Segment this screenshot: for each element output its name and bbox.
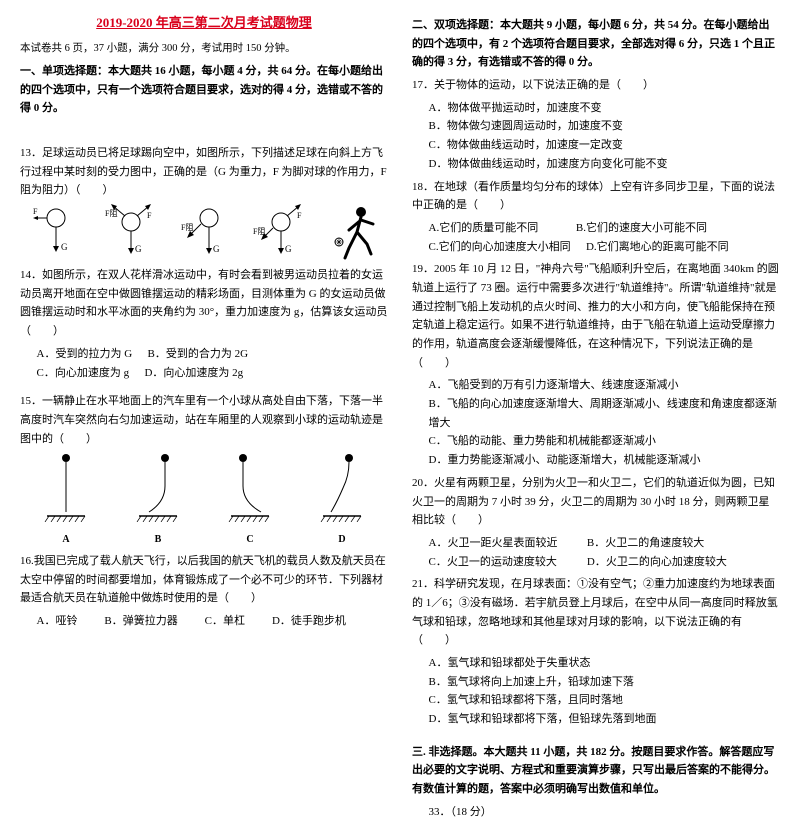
q15-fig-a: A: [43, 452, 89, 548]
q16-options: A．哑铃 B．弹簧拉力器 C．单杠 D．徒手跑步机: [37, 612, 389, 631]
question-13: 13．足球运动员已将足球踢向空中，如图所示，下列描述足球在向斜上方飞行过程中某时…: [20, 144, 388, 200]
q19-opt-b: B．飞船的向心加速度逐渐增大、周期逐渐减小、线速度和角速度都逐渐增大: [429, 395, 781, 432]
question-15: 15．一辆静止在水平地面上的汽车里有一个小球从高处自由下落，下落一半高度时汽车突…: [20, 392, 388, 448]
q15-fig-b: B: [135, 452, 181, 548]
question-21: 21．科学研究发现，在月球表面：①没有空气；②重力加速度约为地球表面的 1／6；…: [412, 575, 780, 650]
section-2-heading: 二、双项选择题：本大题共 9 小题，每小题 6 分，共 54 分。在每小题给出的…: [412, 16, 780, 72]
question-17: 17．关于物体的运动，以下说法正确的是（ ）: [412, 76, 780, 95]
q14-opt-c: C．向心加速度为 g: [37, 367, 130, 379]
q13-fig-d: G F F阻: [253, 204, 309, 260]
q13-fig-c: G F阻: [181, 204, 231, 260]
q16-opt-c: C．单杠: [205, 615, 245, 627]
q21-opt-b: B．氢气球将向上加速上升，铅球加速下落: [429, 673, 781, 692]
svg-text:F阻: F阻: [105, 209, 117, 218]
q20-opt-d: D．火卫二的向心加速度较大: [587, 556, 727, 568]
svg-text:G: G: [285, 244, 292, 254]
q15-figures: A B C: [20, 452, 388, 548]
exam-title: 2019-2020 年高三第二次月考试题物理: [20, 12, 388, 34]
svg-text:G: G: [213, 244, 220, 254]
exam-meta: 本试卷共 6 页，37 小题，满分 300 分，考试用时 150 分钟。: [20, 40, 388, 58]
q19-options: A．飞船受到的万有引力逐渐增大、线速度逐渐减小 B．飞船的向心加速度逐渐增大、周…: [429, 376, 781, 469]
svg-text:F阻: F阻: [181, 223, 193, 232]
q18-opt-a: A.它们的质量可能不同: [429, 219, 561, 238]
q20-opt-c: C．火卫一的运动速度较大: [429, 553, 572, 572]
svg-text:F阻: F阻: [253, 227, 265, 236]
q14-options: A．受到的拉力为 G B．受到的合力为 2G C．向心加速度为 g D．向心加速度为…: [37, 345, 389, 382]
question-33: 33．（18 分）: [429, 803, 781, 822]
q18-options: A.它们的质量可能不同 B.它们的速度大小可能不同 C.它们的向心加速度大小相同 D…: [429, 219, 781, 256]
soccer-player-icon: [331, 204, 377, 260]
q15-fig-d: D: [319, 452, 365, 548]
q14-opt-b: B．受到的合力为 2G: [148, 348, 249, 360]
q21-options: A．氢气球和铅球都处于失重状态 B．氢气球将向上加速上升，铅球加速下落 C．氢气…: [429, 654, 781, 729]
question-18: 18．在地球（看作质量均匀分布的球体）上空有许多同步卫星，下面的说法中正确的是（…: [412, 178, 780, 215]
svg-text:F: F: [33, 207, 38, 216]
question-20: 20．火星有两颗卫星，分别为火卫一和火卫二，它们的轨道近似为圆，已知火卫一的周期…: [412, 474, 780, 530]
q20-opt-b: B．火卫二的角速度较大: [587, 537, 704, 549]
q13-fig-b: G F阻 F: [103, 204, 159, 260]
q13-figures: G F G F阻 F G F阻 G F: [20, 204, 388, 260]
q14-opt-a: A．受到的拉力为 G: [37, 348, 133, 360]
question-19: 19．2005 年 10 月 12 日，"神舟六号"飞船顺利升空后，在离地面 3…: [412, 260, 780, 372]
svg-text:G: G: [61, 242, 68, 252]
svg-text:F: F: [297, 211, 302, 220]
q17-opt-b: B．物体做匀速圆周运动时，加速度不变: [429, 117, 781, 136]
q19-opt-a: A．飞船受到的万有引力逐渐增大、线速度逐渐减小: [429, 376, 781, 395]
q13-fig-a: G F: [31, 204, 81, 260]
question-16: 16.我国已完成了载人航天飞行，以后我国的航天飞机的载员人数及航天员在太空中停留…: [20, 552, 388, 608]
q16-opt-d: D．徒手跑步机: [272, 615, 346, 627]
q14-opt-d: D．向心加速度为 2g: [144, 367, 243, 379]
q18-opt-d: D.它们离地心的距离可能不同: [586, 241, 729, 253]
q21-opt-a: A．氢气球和铅球都处于失重状态: [429, 654, 781, 673]
q16-opt-a: A．哑铃: [37, 615, 78, 627]
left-column: 2019-2020 年高三第二次月考试题物理 本试卷共 6 页，37 小题，满分…: [20, 12, 388, 822]
q19-opt-c: C．飞船的动能、重力势能和机械能都逐渐减小: [429, 432, 781, 451]
svg-text:F: F: [147, 211, 152, 220]
q20-options: A．火卫一距火星表面较近 B．火卫二的角速度较大 C．火卫一的运动速度较大 D．火卫…: [429, 534, 781, 571]
right-column: 二、双项选择题：本大题共 9 小题，每小题 6 分，共 54 分。在每小题给出的…: [412, 12, 780, 822]
question-14: 14．如图所示，在双人花样滑冰运动中，有时会看到被男运动员拉着的女运动员离开地面…: [20, 266, 388, 341]
q17-opt-a: A．物体做平抛运动时，加速度不变: [429, 99, 781, 118]
q17-opt-d: D．物体做曲线运动时，加速度方向变化可能不变: [429, 155, 781, 174]
q20-opt-a: A．火卫一距火星表面较近: [429, 534, 572, 553]
q19-opt-d: D．重力势能逐渐减小、动能逐渐增大，机械能逐渐减小: [429, 451, 781, 470]
q18-opt-c: C.它们的向心加速度大小相同: [429, 238, 571, 257]
q17-opt-c: C．物体做曲线运动时，加速度一定改变: [429, 136, 781, 155]
q16-opt-b: B．弹簧拉力器: [104, 615, 177, 627]
svg-text:G: G: [135, 244, 142, 254]
section-1-heading: 一、单项选择题：本大题共 16 小题，每小题 4 分，共 64 分。在每小题给出…: [20, 62, 388, 118]
q15-fig-c: C: [227, 452, 273, 548]
q21-opt-c: C．氢气球和铅球都将下落，且同时落地: [429, 691, 781, 710]
q18-opt-b: B.它们的速度大小可能不同: [576, 222, 707, 234]
q21-opt-d: D．氢气球和铅球都将下落，但铅球先落到地面: [429, 710, 781, 729]
section-3-heading: 三. 非选择题。本大题共 11 小题，共 182 分。按题目要求作答。解答题应写…: [412, 743, 780, 799]
q17-options: A．物体做平抛运动时，加速度不变 B．物体做匀速圆周运动时，加速度不变 C．物体…: [429, 99, 781, 174]
